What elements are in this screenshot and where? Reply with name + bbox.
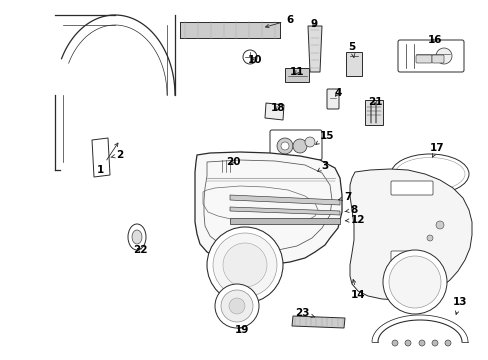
Ellipse shape	[128, 224, 146, 250]
Text: 15: 15	[315, 131, 334, 144]
Circle shape	[228, 298, 244, 314]
Text: 10: 10	[247, 55, 262, 65]
Circle shape	[281, 142, 288, 150]
Text: 8: 8	[344, 205, 357, 215]
FancyBboxPatch shape	[415, 55, 431, 63]
Text: 9: 9	[310, 19, 317, 29]
Text: 6: 6	[265, 15, 293, 28]
Text: 12: 12	[345, 215, 365, 225]
Polygon shape	[229, 218, 339, 224]
Text: 13: 13	[452, 297, 467, 314]
FancyBboxPatch shape	[285, 68, 308, 82]
Circle shape	[305, 137, 314, 147]
FancyBboxPatch shape	[390, 251, 420, 264]
Polygon shape	[307, 26, 321, 72]
Text: 23: 23	[294, 308, 314, 318]
Circle shape	[388, 256, 440, 308]
Polygon shape	[291, 316, 345, 328]
Text: 4: 4	[334, 88, 341, 98]
Text: 2: 2	[111, 150, 123, 160]
Circle shape	[276, 138, 292, 154]
Circle shape	[215, 284, 259, 328]
Text: 7: 7	[338, 192, 351, 202]
Text: 5: 5	[347, 42, 355, 58]
Ellipse shape	[390, 154, 468, 194]
Text: 3: 3	[317, 161, 328, 171]
FancyBboxPatch shape	[219, 157, 239, 175]
Circle shape	[444, 340, 450, 346]
Text: 16: 16	[427, 35, 441, 45]
Circle shape	[431, 340, 437, 346]
FancyBboxPatch shape	[326, 89, 338, 109]
Circle shape	[426, 235, 432, 241]
Circle shape	[391, 340, 397, 346]
Text: 20: 20	[225, 157, 240, 167]
Text: 1: 1	[96, 143, 118, 175]
Text: 21: 21	[367, 97, 382, 107]
Polygon shape	[349, 169, 471, 300]
Circle shape	[213, 233, 276, 297]
Polygon shape	[92, 138, 110, 177]
Text: 19: 19	[234, 325, 249, 335]
Circle shape	[221, 290, 252, 322]
Circle shape	[206, 227, 283, 303]
FancyBboxPatch shape	[431, 55, 443, 63]
Text: 11: 11	[289, 67, 304, 77]
Text: 22: 22	[132, 245, 147, 255]
Circle shape	[382, 250, 446, 314]
FancyBboxPatch shape	[269, 130, 321, 160]
Polygon shape	[195, 152, 341, 264]
FancyBboxPatch shape	[390, 181, 432, 195]
Circle shape	[418, 340, 424, 346]
Circle shape	[435, 48, 451, 64]
FancyBboxPatch shape	[346, 52, 361, 76]
Circle shape	[435, 221, 443, 229]
Circle shape	[404, 340, 410, 346]
Polygon shape	[229, 195, 339, 205]
Polygon shape	[229, 207, 339, 215]
FancyBboxPatch shape	[397, 40, 463, 72]
Ellipse shape	[132, 230, 142, 244]
Circle shape	[243, 50, 257, 64]
Text: 18: 18	[270, 103, 285, 113]
Text: 14: 14	[350, 279, 365, 300]
Polygon shape	[264, 103, 284, 120]
Circle shape	[223, 243, 266, 287]
FancyBboxPatch shape	[364, 100, 382, 125]
Text: 17: 17	[429, 143, 444, 157]
Circle shape	[292, 139, 306, 153]
